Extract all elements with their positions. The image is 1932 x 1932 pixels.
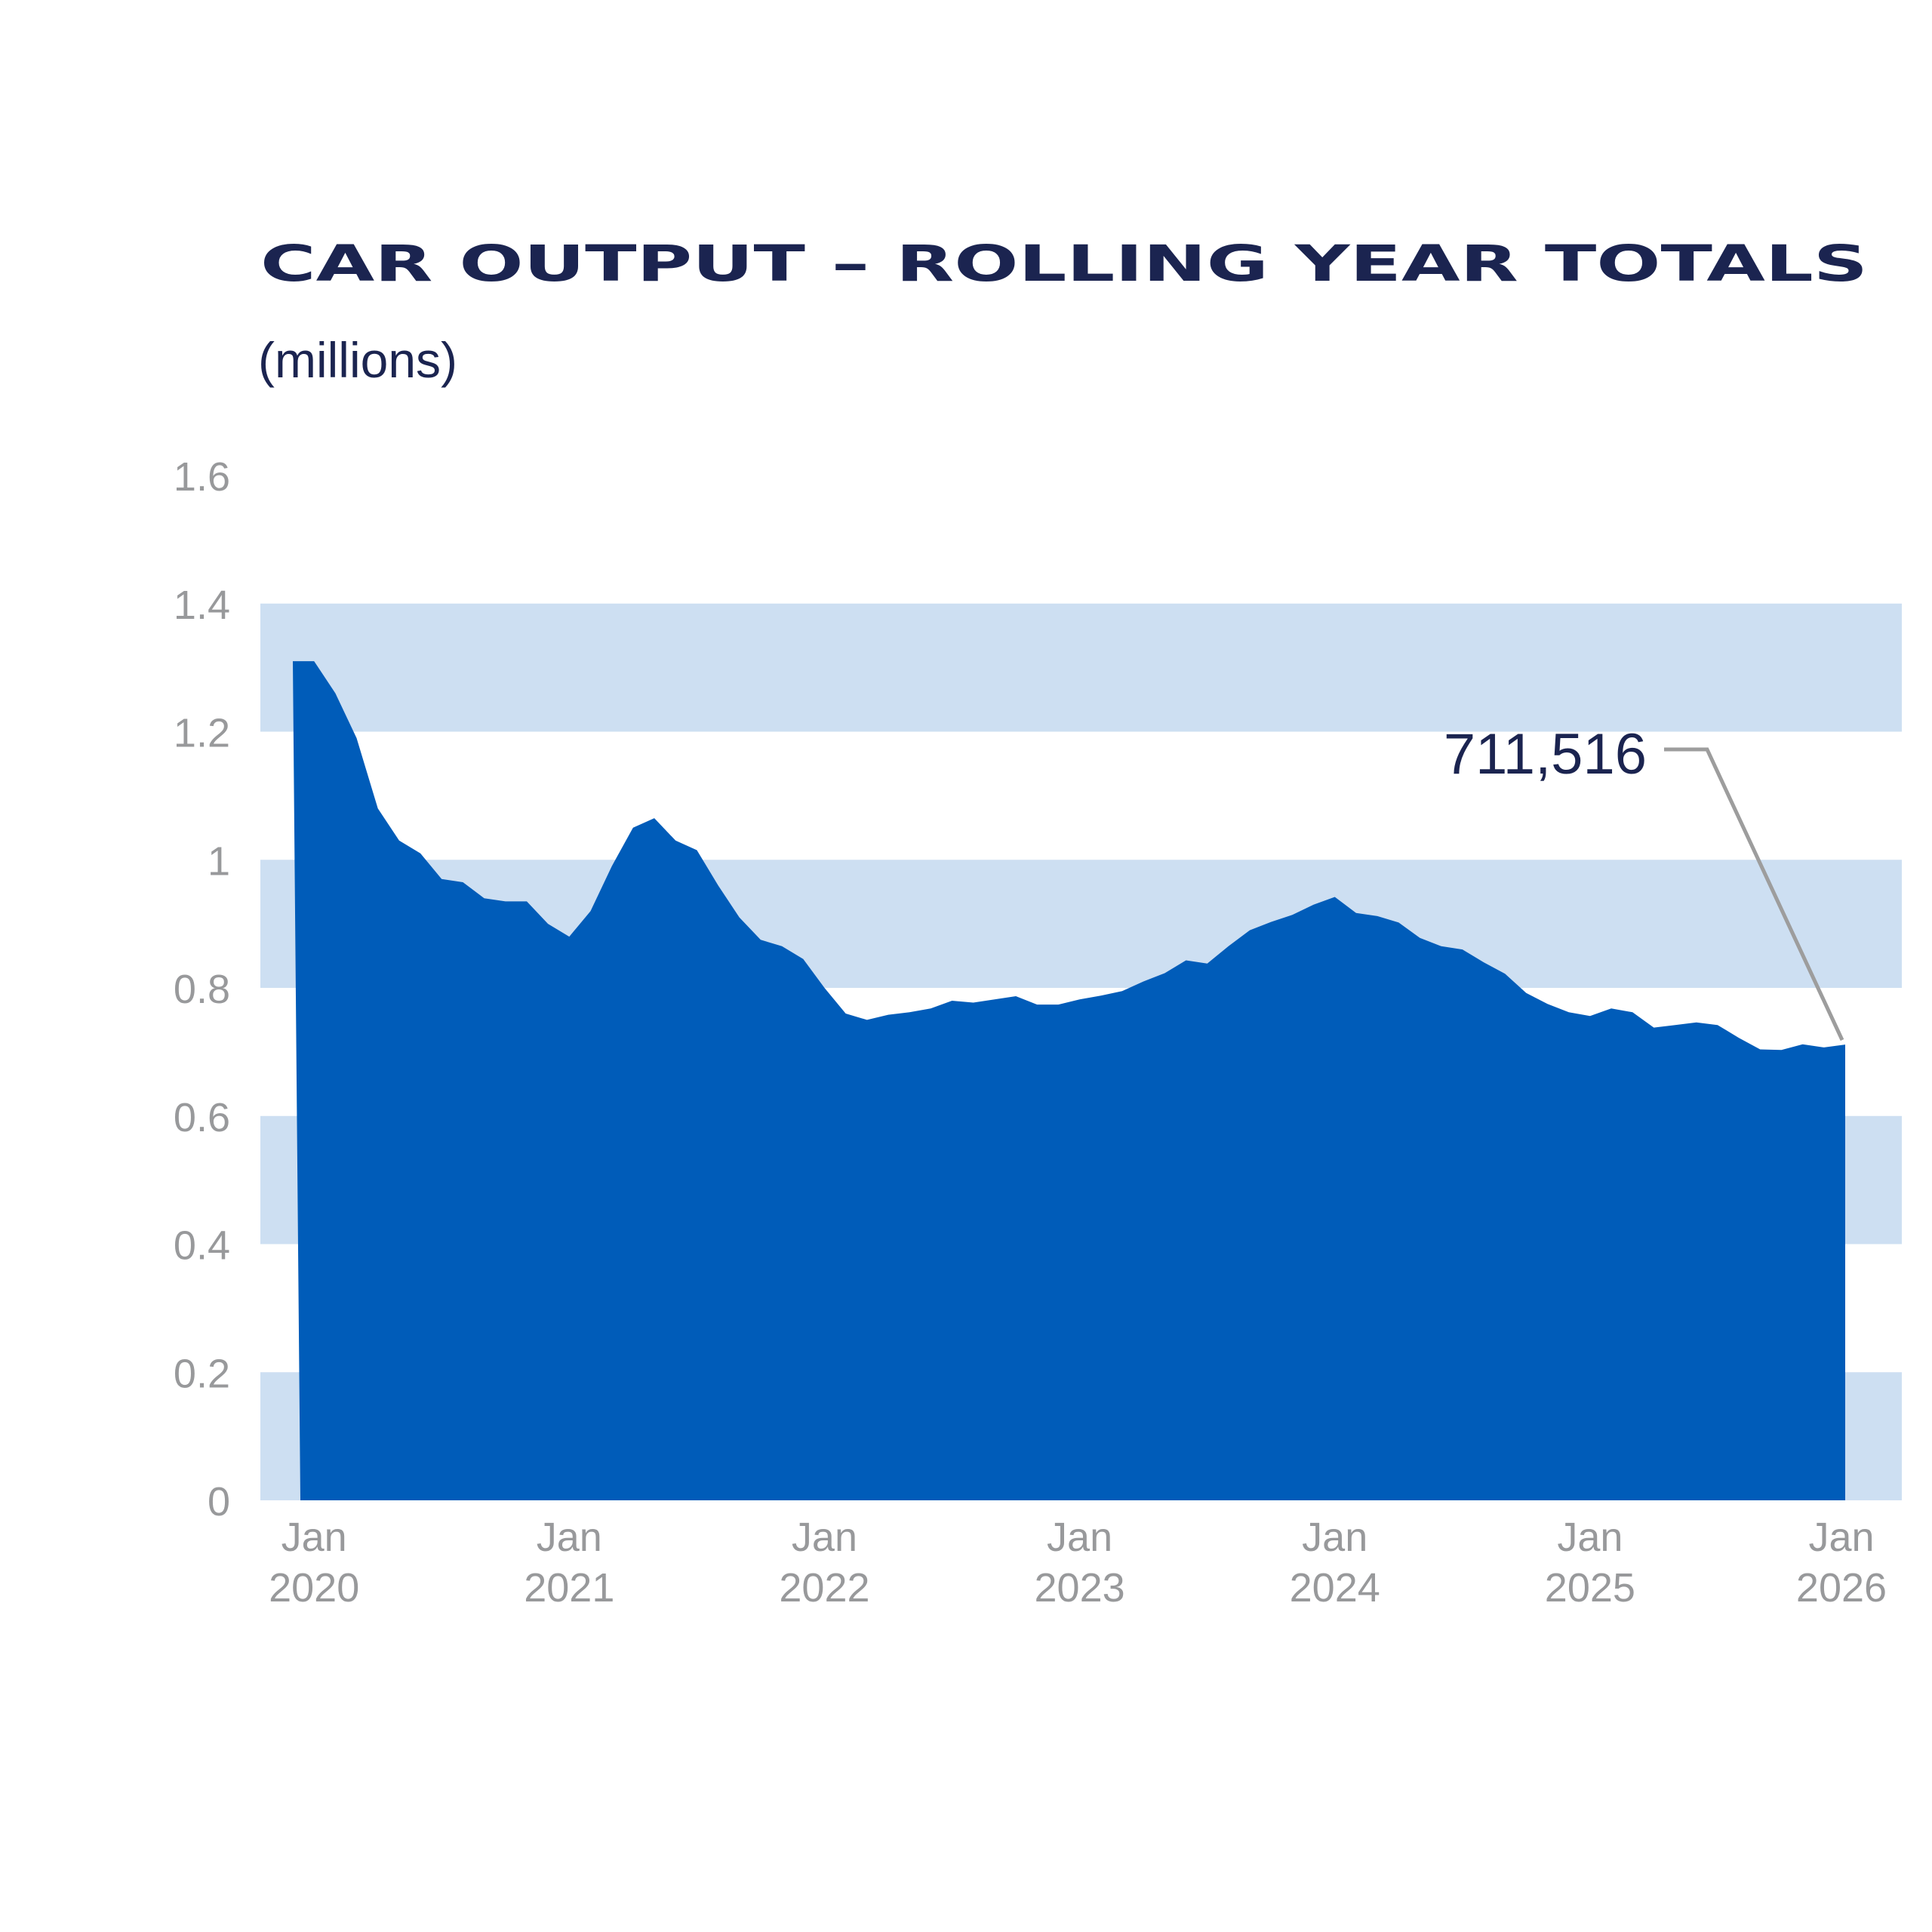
y-tick-label: 0.8 [174, 967, 230, 1012]
y-tick-label: 0.4 [174, 1223, 230, 1269]
x-tick-label: 2025 [1545, 1565, 1635, 1611]
callout-value-label: 711,516 [1444, 722, 1647, 786]
x-axis: Jan 2020 Jan 2021 Jan 2022 Jan 2023 Jan 2024 Jan 20… [269, 1515, 1887, 1611]
y-tick-label: 0.6 [174, 1095, 230, 1140]
y-tick-label: 0 [208, 1479, 230, 1524]
x-tick-label: Jan [1557, 1515, 1623, 1560]
background-band [260, 603, 1902, 732]
x-tick-label: Jan [1808, 1515, 1874, 1560]
y-axis: 0 0.2 0.4 0.6 0.8 1 1.2 1.4 1.6 [174, 454, 230, 1524]
chart-title: CAR OUTPUT – ROLLING YEAR TOTALS [260, 235, 1868, 293]
x-tick-label: 2021 [524, 1565, 614, 1611]
area-series [293, 661, 1845, 1500]
y-tick-label: 1 [208, 838, 230, 884]
y-tick-label: 1.2 [174, 711, 230, 756]
x-tick-label: Jan [792, 1515, 857, 1560]
y-tick-label: 1.4 [174, 583, 230, 628]
x-tick-label: 2024 [1290, 1565, 1380, 1611]
x-tick-label: 2022 [779, 1565, 869, 1611]
x-tick-label: Jan [537, 1515, 602, 1560]
callout-leader-line [1664, 747, 1844, 1041]
y-tick-label: 1.6 [174, 454, 230, 500]
y-tick-label: 0.2 [174, 1351, 230, 1396]
x-tick-label: 2023 [1035, 1565, 1125, 1611]
x-tick-label: 2026 [1796, 1565, 1887, 1611]
chart-subtitle: (millions) [258, 332, 457, 388]
x-tick-label: Jan [1302, 1515, 1367, 1560]
x-tick-label: Jan [281, 1515, 347, 1560]
x-tick-label: 2020 [269, 1565, 359, 1611]
x-tick-label: Jan [1047, 1515, 1112, 1560]
